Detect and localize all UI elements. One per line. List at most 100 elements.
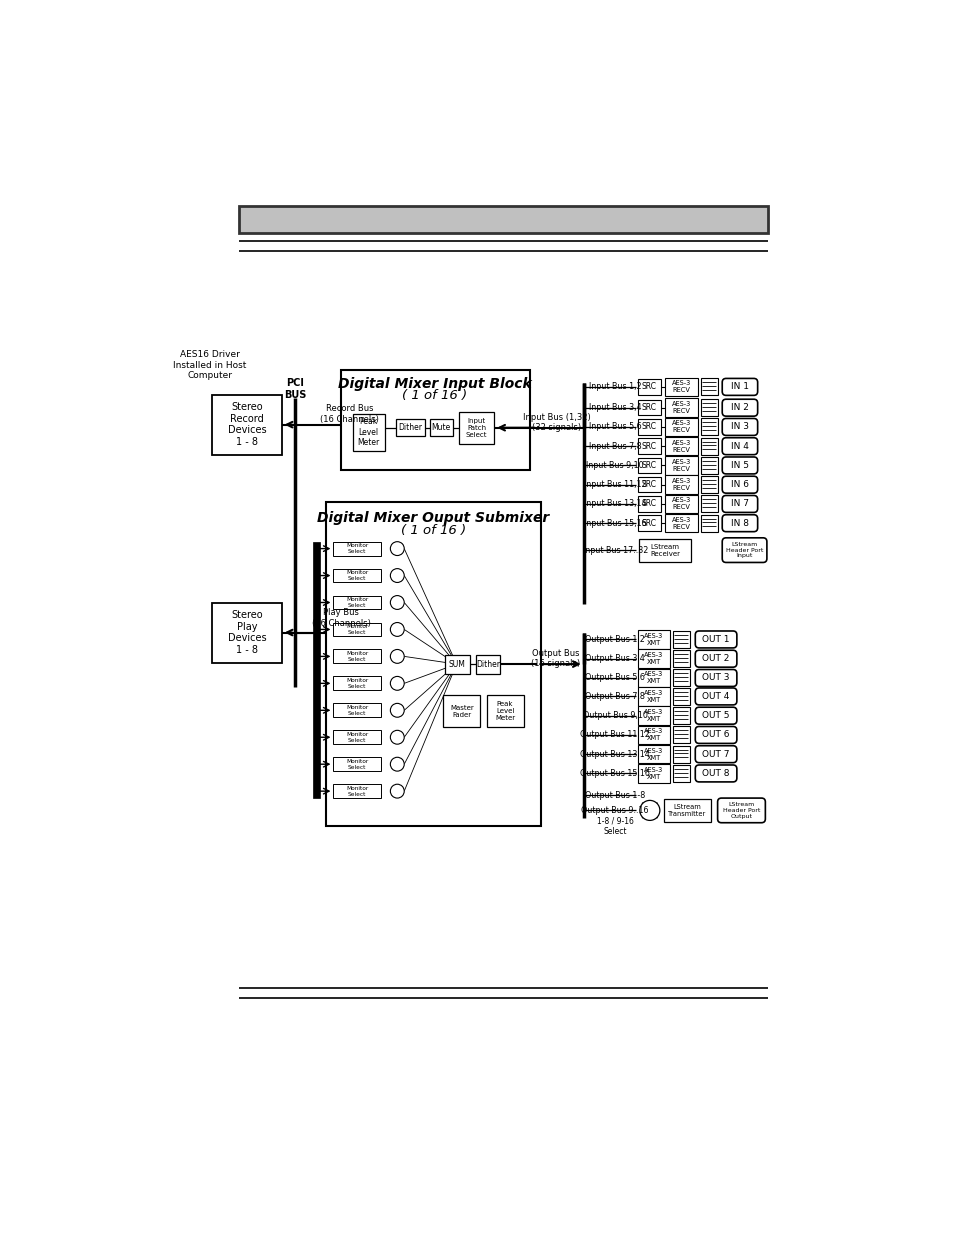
- Text: AES-3
RECV: AES-3 RECV: [671, 478, 690, 492]
- Bar: [476, 655, 500, 674]
- Bar: [325, 503, 540, 826]
- Text: OUT 2: OUT 2: [701, 655, 729, 663]
- Bar: [672, 669, 689, 687]
- Text: PCI
BUS: PCI BUS: [283, 378, 306, 400]
- Text: Stereo
Record
Devices
1 - 8: Stereo Record Devices 1 - 8: [228, 403, 266, 447]
- Circle shape: [639, 800, 659, 820]
- Bar: [333, 677, 381, 690]
- FancyBboxPatch shape: [721, 495, 757, 513]
- FancyBboxPatch shape: [695, 708, 736, 724]
- Bar: [333, 650, 381, 663]
- Text: AES-3
RECV: AES-3 RECV: [671, 440, 690, 453]
- Text: AES-3
XMT: AES-3 XMT: [643, 652, 662, 666]
- Circle shape: [390, 784, 404, 798]
- Bar: [664, 495, 697, 514]
- Bar: [700, 477, 717, 493]
- Text: LStream
Header Port
Input: LStream Header Port Input: [725, 542, 762, 558]
- Text: Input Bus 13,14: Input Bus 13,14: [583, 499, 646, 509]
- Bar: [700, 378, 717, 395]
- Text: SRC: SRC: [641, 442, 656, 451]
- Bar: [664, 514, 697, 532]
- Text: AES-3
XMT: AES-3 XMT: [643, 634, 662, 646]
- FancyBboxPatch shape: [721, 457, 757, 474]
- FancyBboxPatch shape: [721, 477, 757, 493]
- Circle shape: [390, 568, 404, 583]
- Text: Record Bus
(16 Channels): Record Bus (16 Channels): [320, 404, 378, 424]
- Text: IN 3: IN 3: [730, 422, 748, 431]
- Circle shape: [390, 677, 404, 690]
- FancyBboxPatch shape: [695, 764, 736, 782]
- Text: Digital Mixer Input Block: Digital Mixer Input Block: [337, 377, 532, 390]
- Text: IN 8: IN 8: [730, 519, 748, 527]
- Bar: [333, 730, 381, 745]
- Text: AES-3
XMT: AES-3 XMT: [643, 709, 662, 722]
- Text: IN 7: IN 7: [730, 499, 748, 509]
- FancyBboxPatch shape: [721, 537, 766, 562]
- Text: OUT 8: OUT 8: [701, 769, 729, 778]
- Text: Stereo
Play
Devices
1 - 8: Stereo Play Devices 1 - 8: [228, 610, 266, 655]
- Bar: [664, 475, 697, 494]
- Text: AES-3
RECV: AES-3 RECV: [671, 498, 690, 510]
- Text: Input Bus 11,12: Input Bus 11,12: [583, 480, 646, 489]
- Bar: [444, 655, 469, 674]
- Bar: [213, 603, 281, 662]
- Text: Input Bus 1,2: Input Bus 1,2: [588, 383, 640, 391]
- Bar: [333, 784, 381, 798]
- FancyBboxPatch shape: [721, 437, 757, 454]
- Bar: [333, 568, 381, 583]
- Text: IN 5: IN 5: [730, 461, 748, 471]
- Text: LStream
Transmitter: LStream Transmitter: [668, 804, 706, 816]
- Circle shape: [390, 730, 404, 745]
- Text: SRC: SRC: [641, 383, 656, 391]
- Text: Output Bus
(16 signals): Output Bus (16 signals): [531, 650, 579, 668]
- Text: SRC: SRC: [641, 403, 656, 412]
- Text: Output Bus 5,6: Output Bus 5,6: [584, 673, 644, 683]
- Bar: [429, 419, 453, 436]
- Text: Mute: Mute: [431, 424, 451, 432]
- Bar: [639, 538, 691, 562]
- FancyBboxPatch shape: [717, 798, 764, 823]
- FancyBboxPatch shape: [721, 515, 757, 531]
- Circle shape: [390, 704, 404, 718]
- Text: Monitor
Select: Monitor Select: [346, 543, 368, 555]
- Text: AES-3
XMT: AES-3 XMT: [643, 747, 662, 761]
- Text: Input Bus 5,6: Input Bus 5,6: [588, 422, 640, 431]
- Text: Output Bus 1-8: Output Bus 1-8: [584, 790, 644, 799]
- Bar: [664, 456, 697, 474]
- Text: LStream
Receiver: LStream Receiver: [650, 543, 679, 557]
- Bar: [458, 411, 494, 443]
- Text: OUT 5: OUT 5: [701, 711, 729, 720]
- Text: Monitor
Select: Monitor Select: [346, 758, 368, 769]
- Bar: [333, 622, 381, 636]
- Text: Output Bus 11,12: Output Bus 11,12: [579, 730, 649, 740]
- Text: AES-3
RECV: AES-3 RECV: [671, 420, 690, 433]
- Text: OUT 3: OUT 3: [701, 673, 729, 683]
- Bar: [637, 400, 659, 415]
- FancyBboxPatch shape: [695, 669, 736, 687]
- Text: LStream
Header Port
Output: LStream Header Port Output: [722, 802, 760, 819]
- Text: Monitor
Select: Monitor Select: [346, 624, 368, 635]
- Text: AES-3
RECV: AES-3 RECV: [671, 401, 690, 414]
- Bar: [700, 437, 717, 454]
- Bar: [637, 438, 659, 454]
- Bar: [672, 708, 689, 724]
- Text: AES-3
RECV: AES-3 RECV: [671, 516, 690, 530]
- FancyBboxPatch shape: [695, 746, 736, 763]
- FancyBboxPatch shape: [695, 651, 736, 667]
- Text: SRC: SRC: [641, 519, 656, 527]
- Bar: [213, 395, 281, 454]
- Bar: [672, 651, 689, 667]
- Text: OUT 4: OUT 4: [701, 692, 729, 701]
- Bar: [333, 542, 381, 556]
- Text: Monitor
Select: Monitor Select: [346, 785, 368, 797]
- Text: AES-3
XMT: AES-3 XMT: [643, 767, 662, 781]
- Text: OUT 7: OUT 7: [701, 750, 729, 758]
- Text: SUM: SUM: [449, 659, 465, 668]
- Bar: [637, 379, 659, 395]
- Text: Output Bus 3,4: Output Bus 3,4: [585, 655, 644, 663]
- Bar: [672, 746, 689, 763]
- Bar: [672, 726, 689, 743]
- FancyBboxPatch shape: [695, 631, 736, 648]
- Bar: [313, 542, 320, 798]
- Text: Output Bus 1,2: Output Bus 1,2: [584, 635, 644, 643]
